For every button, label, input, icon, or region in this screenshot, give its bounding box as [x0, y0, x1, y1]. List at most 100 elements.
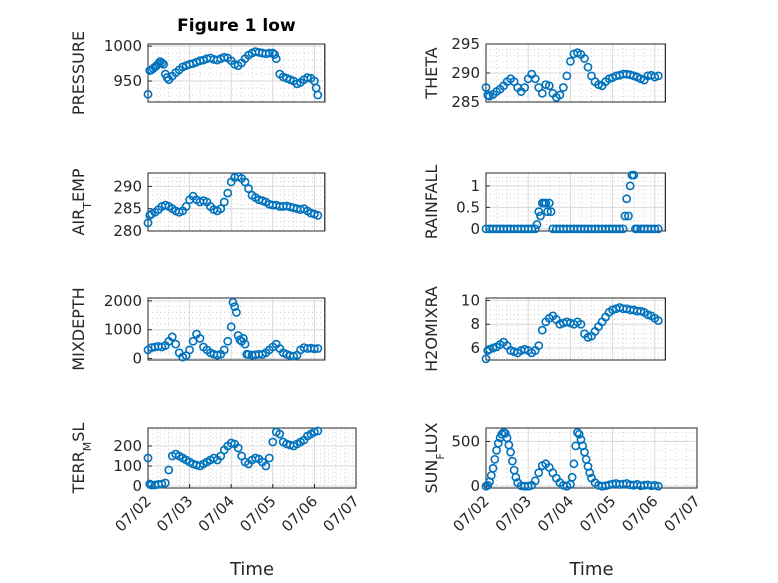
data-point	[157, 58, 167, 68]
data-point	[275, 429, 285, 439]
data-point	[520, 83, 530, 92]
x-axis-label: Time	[229, 559, 274, 580]
data-point	[264, 48, 274, 58]
x-tick-label: 07/03	[153, 492, 196, 535]
data-point	[270, 50, 279, 59]
data-point	[264, 453, 274, 463]
axes-box	[147, 297, 326, 361]
data-point	[566, 57, 575, 66]
data-point	[532, 220, 542, 229]
axes-frame	[485, 427, 698, 489]
data-point	[143, 89, 153, 99]
subplot-rainfall: 0 0.5 1 RAINFALL	[422, 165, 666, 240]
data-point	[313, 426, 323, 436]
y-tick-label: 200	[113, 437, 142, 455]
data-point	[558, 83, 568, 92]
y-tick-label: 1000	[104, 37, 142, 55]
data-point	[313, 344, 323, 353]
data-point	[233, 443, 243, 453]
y-tick-label: 2000	[104, 292, 142, 310]
subplot-h2omixra: 6 8 10 H2OMIXRA	[422, 286, 666, 372]
data-point	[195, 333, 205, 343]
y-tick-label: 0	[470, 220, 480, 238]
y-tick-label: 280	[113, 222, 142, 240]
data-point	[629, 170, 639, 180]
data-point	[653, 481, 663, 491]
subplot-pressure: 950 1000 PRESSURE Figure 1 low	[69, 16, 326, 115]
y-tick-label: 6	[470, 339, 480, 357]
data-point	[181, 202, 191, 211]
data-point	[162, 73, 172, 82]
data-point	[490, 454, 500, 464]
data-point	[223, 188, 233, 198]
data-point	[481, 354, 491, 364]
y-tick-label: 0	[470, 477, 480, 495]
y-tick-label: 290	[113, 177, 142, 195]
x-tick-label: 07/03	[492, 492, 535, 535]
data-point	[583, 62, 593, 72]
figure-title: Figure 1 low	[177, 16, 296, 36]
y-axis-label: TERRMSL	[69, 423, 94, 495]
data-point	[223, 336, 233, 346]
subplot-air-temp: 280 285 290 AIRTEMP	[69, 168, 326, 240]
data-point	[618, 224, 628, 234]
data-point	[537, 88, 547, 98]
data-point	[228, 297, 238, 307]
data-point	[303, 73, 312, 82]
y-axis-label: THETA	[422, 47, 441, 99]
data-point	[534, 341, 544, 351]
data-point	[159, 59, 168, 69]
data-point	[624, 211, 633, 221]
y-tick-label: 10	[461, 291, 480, 309]
data-point	[576, 319, 586, 329]
data-point	[544, 198, 554, 208]
data-point	[244, 184, 253, 194]
data-point	[585, 468, 595, 478]
data-point	[615, 224, 625, 234]
data-point	[271, 54, 281, 64]
data-point	[546, 207, 556, 217]
y-tick-label: 0	[132, 477, 142, 495]
x-tick-label: 07/05	[576, 492, 619, 535]
y-tick-label: 295	[451, 35, 480, 53]
x-tick-label: 07/02	[450, 492, 493, 535]
data-point	[212, 350, 222, 360]
y-axis-label: H2OMIXRA	[422, 286, 441, 372]
axes-box	[147, 172, 326, 232]
data-point	[574, 429, 584, 439]
x-tick-label: 07/07	[661, 492, 704, 535]
x-axis-label: Time	[568, 559, 613, 580]
y-axis-label: MIXDEPTH	[69, 287, 88, 370]
data-point	[541, 198, 551, 208]
data-point	[622, 194, 632, 204]
axes-frame	[147, 297, 326, 361]
data-point	[153, 59, 163, 68]
axes-box	[485, 427, 698, 489]
data-point	[567, 472, 577, 482]
data-point	[219, 52, 229, 62]
data-point	[580, 54, 589, 63]
y-axis-label: SUNFLUX	[422, 422, 447, 493]
data-point	[164, 465, 174, 475]
data-point	[313, 90, 323, 100]
y-axis-label: RAINFALL	[422, 165, 441, 240]
data-point	[555, 90, 565, 100]
y-tick-label: 100	[113, 457, 142, 475]
data-point	[653, 316, 663, 326]
axes-box	[485, 172, 666, 232]
data-point	[527, 224, 537, 234]
data-point	[231, 308, 241, 317]
axes-frame	[485, 297, 666, 361]
data-point	[240, 177, 250, 187]
data-point	[523, 481, 533, 491]
data-point	[488, 463, 498, 473]
data-point	[240, 339, 250, 349]
data-point	[507, 456, 517, 466]
subplot-theta: 285 290 295 THETA	[422, 35, 666, 111]
data-point	[500, 428, 510, 438]
y-tick-label: 500	[451, 432, 480, 450]
data-point	[219, 197, 229, 207]
